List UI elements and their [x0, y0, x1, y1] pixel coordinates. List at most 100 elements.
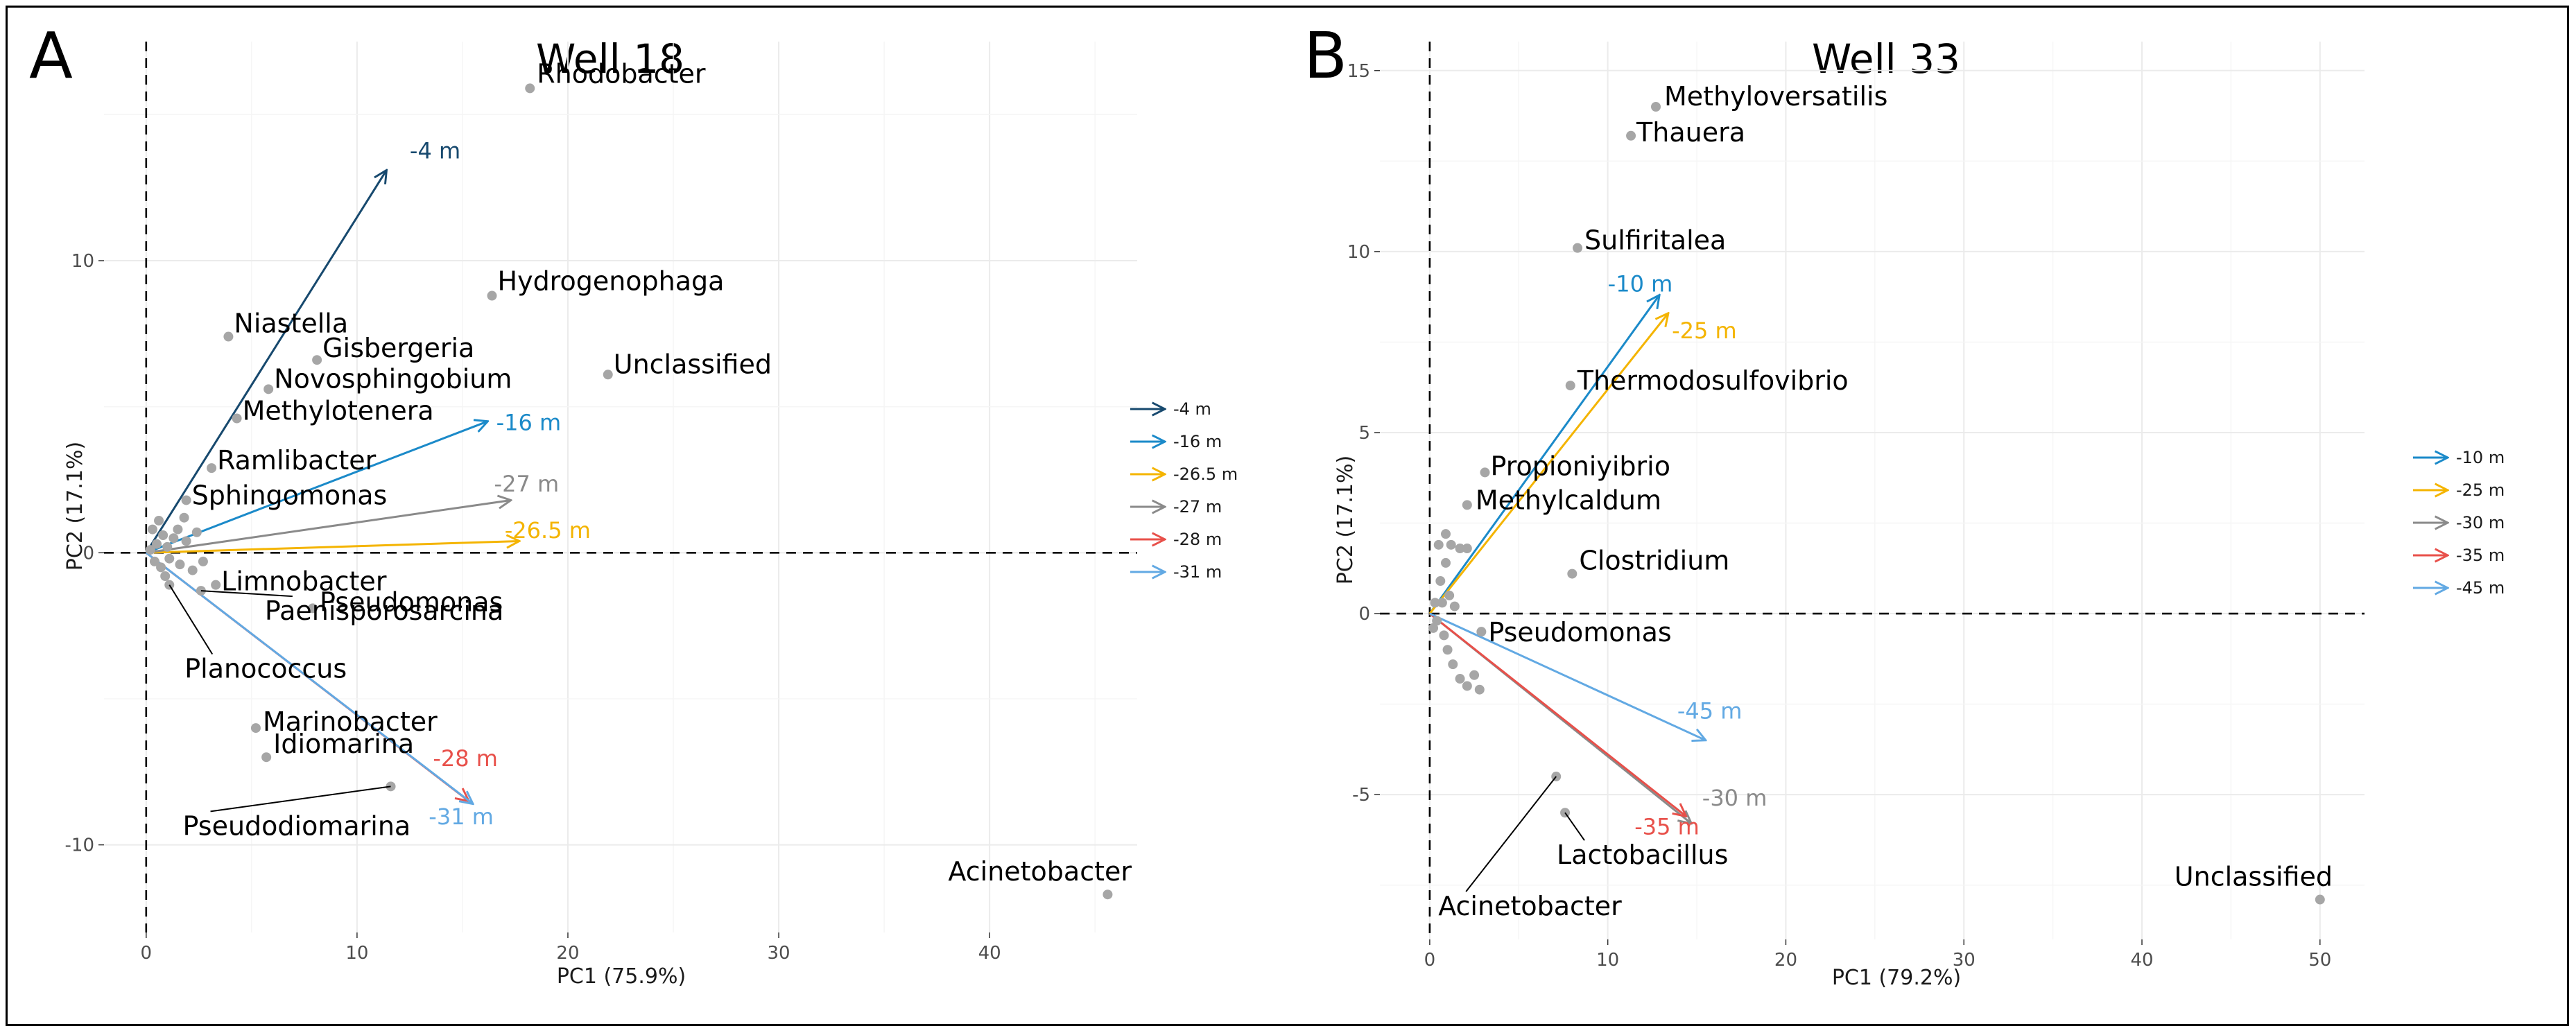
point-label-limnobacter: Limnobacter: [221, 566, 387, 597]
scatter-point: [1469, 670, 1480, 680]
y-tick-label: 10: [1347, 242, 1370, 263]
vector-label-30-m: -30 m: [1702, 785, 1767, 811]
point-thermodosulfovibrio: [1565, 381, 1575, 391]
point-label-niastella: Niastella: [234, 309, 348, 339]
figure-frame: [6, 6, 2569, 1026]
vector-label-4-m: -4 m: [410, 138, 460, 164]
point-novosphingobium: [263, 384, 274, 394]
vector-label-26-5-m: -26.5 m: [505, 517, 591, 544]
scatter-point: [1449, 601, 1460, 611]
vector-10-m: [1428, 295, 1659, 614]
scatter-point: [198, 556, 208, 566]
scatter-point: [1446, 539, 1456, 550]
point-niastella: [223, 331, 234, 342]
point-label-paenisporosarcina: Paenisporosarcina: [265, 596, 503, 626]
legend-label-25-m: -25 m: [2456, 480, 2505, 500]
vector-35-m: [1428, 612, 1686, 816]
x-tick-label: 0: [141, 943, 153, 964]
scatter-point: [1428, 623, 1439, 633]
scatter-point: [160, 571, 171, 581]
point-sulfiritalea: [1573, 243, 1583, 253]
point-rhodobacter: [525, 83, 535, 94]
point-propioniyibrio: [1480, 467, 1490, 478]
legend-label-4-m: -4 m: [1173, 399, 1211, 419]
vector-25-m: [1428, 313, 1668, 614]
point-thauera: [1626, 130, 1636, 141]
point-idiomarina: [261, 752, 272, 763]
scatter-point: [1455, 674, 1465, 684]
point-label-sphingomonas: Sphingomonas: [192, 480, 388, 510]
panel-b-ticks: 0 10 20 30 40 50 -5 0 5 10 15: [1347, 61, 2331, 971]
leader-line-paenisporosarcina: [200, 590, 293, 598]
point-unclassified: [2315, 894, 2325, 905]
panel-b-reference-lines: [1380, 42, 2365, 939]
point-ramlibacter: [207, 463, 217, 474]
x-tick-label: 40: [2130, 950, 2153, 971]
scatter-point: [187, 565, 198, 575]
point-label-methylotenera: Methylotenera: [243, 395, 434, 426]
panel-a: A Well 18 0 10 20 30 40 -10 0 10 -4 m -16 m -26.5…: [29, 19, 1238, 989]
panel-b-x-axis-label: PC1 (79.2%): [1832, 966, 1961, 990]
scatter-point: [1441, 529, 1451, 539]
vector-label-35-m: -35 m: [1634, 814, 1700, 840]
panel-b-y-axis-label: PC2 (17.1%): [1333, 455, 1358, 584]
legend-label-35-m: -35 m: [2456, 546, 2505, 565]
point-pseudomonas: [308, 603, 318, 614]
scatter-point: [1439, 630, 1449, 641]
point-label-ramlibacter: Ramlibacter: [217, 445, 377, 476]
scatter-point: [1444, 590, 1455, 600]
vector-label-16-m: -16 m: [496, 409, 562, 435]
point-label-propioniyibrio: Propioniyibrio: [1491, 451, 1670, 481]
panel-b-points: [1428, 101, 2325, 905]
scatter-point: [173, 524, 183, 535]
panel-a-legend: -4 m -16 m -26.5 m -27 m -28 m -31 m: [1130, 399, 1238, 582]
point-methylcaldum: [1462, 500, 1472, 510]
y-tick-label: 15: [1347, 61, 1370, 82]
scatter-point: [1462, 544, 1472, 554]
scatter-point: [1441, 557, 1451, 568]
panel-a-ticks: 0 10 20 30 40 -10 0 10: [65, 251, 1001, 964]
vector-4-m: [145, 170, 387, 554]
panel-a-x-axis-label: PC1 (75.9%): [557, 964, 686, 989]
point-label-methyloversatilis: Methyloversatilis: [1664, 81, 1887, 112]
scatter-point: [1433, 539, 1444, 550]
vector-27-m: [146, 500, 511, 554]
scatter-point: [181, 536, 191, 546]
scatter-point: [158, 530, 168, 541]
point-acinetobacter: [1103, 889, 1113, 900]
x-tick-label: 20: [1774, 950, 1797, 971]
point-label-clostridium: Clostridium: [1579, 546, 1729, 576]
scatter-point: [164, 553, 175, 564]
panel-b-vectors: -10 m -25 m -30 m-35 m -45 m: [1428, 270, 1767, 840]
x-tick-label: 30: [768, 943, 790, 964]
point-label-hydrogenophaga: Hydrogenophaga: [498, 266, 725, 297]
point-limnobacter: [211, 580, 221, 590]
y-tick-label: -5: [1352, 785, 1370, 806]
panel-b-grid: [1380, 42, 2365, 939]
point-label-thauera: Thauera: [1636, 117, 1745, 148]
scatter-point: [162, 541, 173, 552]
leader-line-planococcus: [168, 584, 214, 655]
point-label-pseudomonas: Pseudomonas: [1488, 617, 1671, 648]
point-label-marinobacter: Marinobacter: [263, 706, 438, 737]
point-label-acinetobacter: Acinetobacter: [948, 856, 1132, 887]
y-tick-label: -10: [65, 835, 94, 856]
vector-45-m: [1429, 612, 1706, 740]
vector-label-27-m: -27 m: [494, 471, 560, 497]
point-label-gisbergeria: Gisbergeria: [322, 333, 474, 363]
panel-b-labels: Methyloversatilis Thauera Sulfiritalea Ther…: [1438, 81, 2333, 921]
scatter-point: [1455, 544, 1465, 554]
panel-a-letter: A: [29, 19, 73, 93]
legend-label-26-5-m: -26.5 m: [1173, 465, 1238, 484]
legend-label-30-m: -30 m: [2456, 513, 2505, 532]
vector-26-5-m: [146, 541, 519, 554]
vector-label-31-m: -31 m: [429, 804, 494, 830]
point-clostridium: [1567, 568, 1577, 579]
point-label-idiomarina: Idiomarina: [273, 729, 414, 759]
point-label-novosphingobium: Novosphingobium: [274, 363, 512, 394]
legend-label-31-m: -31 m: [1173, 562, 1222, 582]
point-label-lactobacillus: Lactobacillus: [1557, 840, 1728, 870]
point-label-sulfiritalea: Sulfiritalea: [1584, 225, 1726, 256]
panel-b-letter: B: [1304, 19, 1347, 93]
scatter-point: [175, 559, 185, 570]
